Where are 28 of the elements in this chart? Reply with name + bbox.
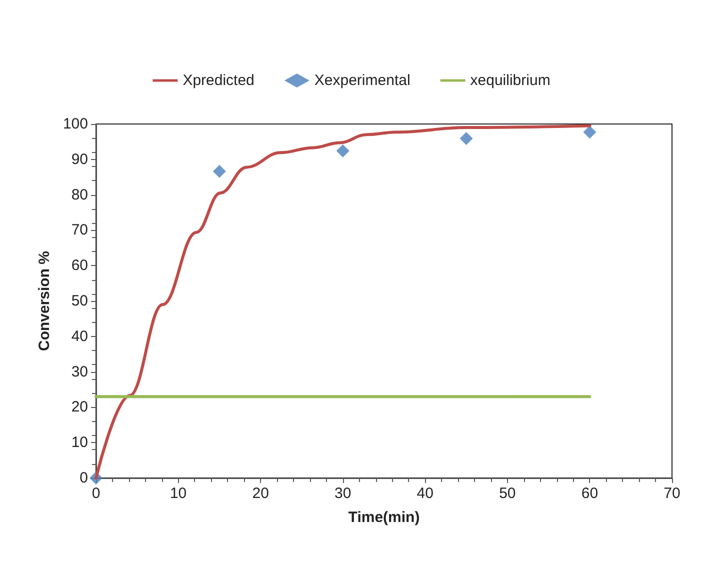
x-tick-label: 70	[664, 485, 680, 502]
y-tick-label: 50	[71, 292, 88, 310]
legend-label: xequilibrium	[470, 72, 550, 89]
y-tick-label: 100	[62, 116, 88, 132]
y-tick-label: 70	[71, 222, 88, 239]
y-tick-label: 60	[71, 257, 88, 274]
x-tick-label: 0	[92, 485, 100, 502]
y-tick-label: 90	[71, 150, 88, 168]
x-tick-label: 20	[252, 485, 269, 502]
y-tick-label: 40	[71, 328, 88, 345]
legend-label: Xpredicted	[182, 72, 254, 89]
y-tick-label: 10	[71, 434, 88, 452]
point	[212, 164, 226, 178]
x-tick-label: 40	[416, 485, 434, 502]
y-axis-title: Conversion %	[36, 250, 54, 352]
point	[336, 144, 350, 158]
point	[583, 126, 596, 139]
x-tick-label: 30	[334, 485, 352, 502]
y-tick-label: 20	[71, 398, 88, 416]
x-tick-label: 60	[581, 485, 598, 502]
y-tick-label: 80	[71, 186, 88, 204]
y-tick-label: 30	[71, 363, 88, 380]
x-axis-title: Time(min)	[348, 509, 420, 526]
x-tick-label: 10	[170, 485, 187, 502]
legend-label: Xexperimental	[314, 72, 410, 89]
x-tick-label: 50	[499, 485, 516, 502]
point	[460, 132, 473, 146]
y-tick-label: 0	[80, 470, 88, 486]
